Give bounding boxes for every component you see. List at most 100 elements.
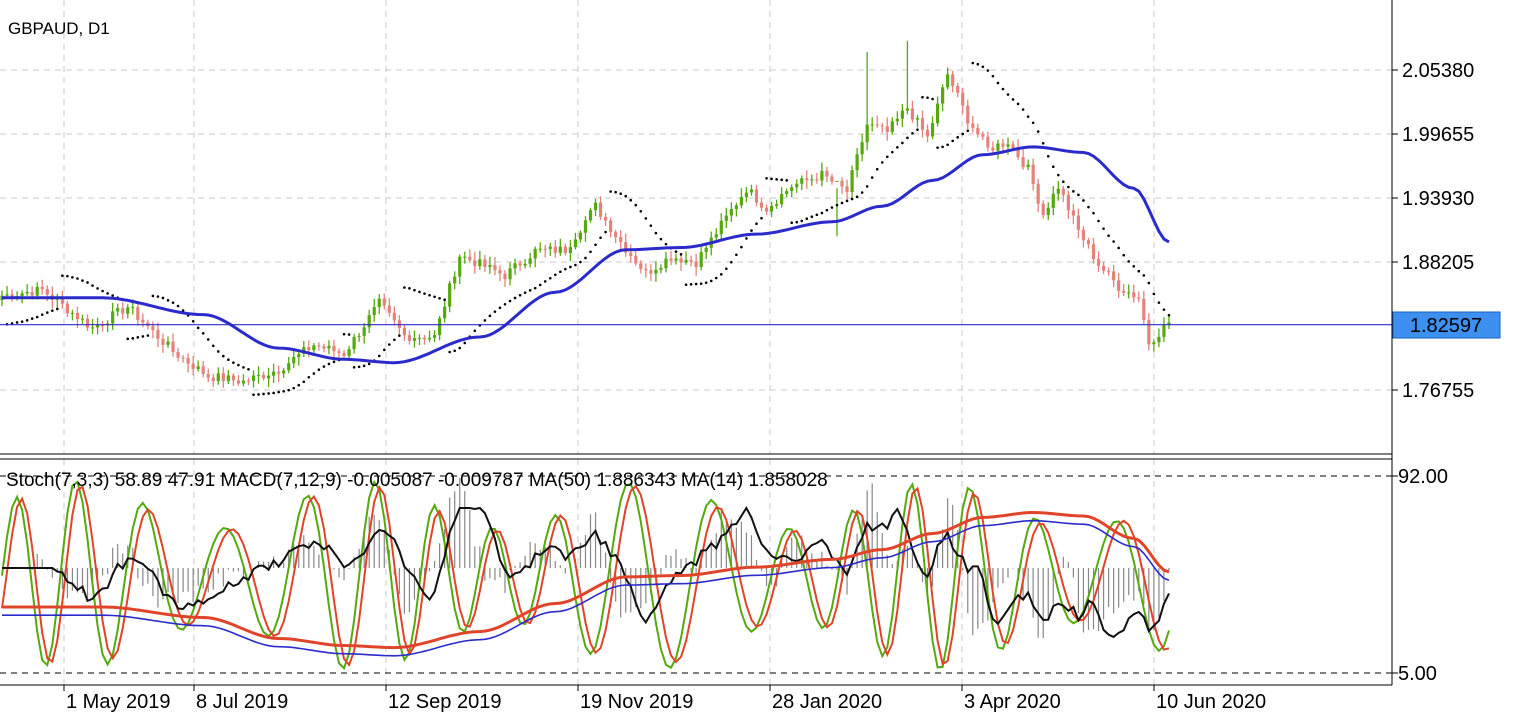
sar-dot: [1006, 93, 1010, 96]
candle-body: [1041, 203, 1045, 216]
sar-dot: [1057, 173, 1060, 177]
candle-body: [815, 179, 819, 181]
candle-body: [126, 307, 130, 314]
candle-body: [669, 258, 673, 261]
sar-dot: [101, 289, 104, 293]
sar-dot: [1082, 199, 1085, 202]
sar-dot: [1152, 292, 1156, 296]
candle-body: [156, 329, 160, 339]
sar-dot: [332, 360, 336, 364]
sar-dot: [25, 319, 29, 322]
candle-body: [951, 74, 955, 86]
candle-body: [523, 263, 527, 266]
sub-ma-red-line: [2, 510, 1170, 650]
sar-dot: [815, 213, 819, 217]
candle-body: [946, 74, 950, 88]
sar-dot: [1147, 281, 1151, 285]
sar-dot: [810, 215, 814, 219]
sar-dot: [201, 332, 205, 335]
sar-dot: [96, 287, 99, 290]
sar-dot: [403, 286, 406, 289]
candle-body: [292, 357, 296, 364]
sar-dot: [327, 362, 331, 366]
candle-body: [855, 154, 859, 171]
candle-body: [1036, 184, 1040, 204]
sar-dot: [413, 288, 416, 292]
candle-body: [820, 170, 824, 181]
candle-body: [825, 170, 829, 177]
candle-body: [895, 118, 899, 122]
candle-body: [1026, 164, 1030, 168]
candle-body: [478, 259, 482, 267]
sar-dot: [267, 392, 270, 395]
sar-dot: [609, 190, 612, 193]
sar-dot: [664, 242, 668, 246]
sar-dot: [966, 129, 970, 133]
sar-dot: [30, 317, 34, 320]
sar-dot: [423, 292, 426, 295]
sar-dot: [820, 211, 824, 215]
sar-dot: [453, 349, 457, 353]
sar-dot: [679, 253, 683, 256]
sar-dot: [589, 250, 592, 254]
candle-body: [322, 346, 326, 349]
sar-dot: [1092, 211, 1095, 215]
candle-body: [25, 292, 29, 294]
sar-dot: [247, 367, 250, 371]
candle-body: [1061, 188, 1065, 195]
candle-body: [775, 204, 779, 206]
candle-body: [583, 220, 588, 233]
stochastic-main-line: [1, 479, 1170, 671]
candle-body: [840, 180, 844, 187]
candle-body: [614, 232, 618, 237]
candle-body: [739, 197, 744, 206]
candle-body: [427, 337, 432, 340]
candle-body: [412, 337, 417, 341]
price-tag-box: [1392, 311, 1501, 339]
candle-body: [714, 234, 718, 238]
sar-dot: [624, 194, 628, 198]
sar-dot: [906, 136, 909, 140]
sar-dot: [931, 97, 934, 101]
candle-body: [790, 187, 794, 192]
sar-dot: [1026, 115, 1030, 118]
candle-body: [538, 248, 542, 250]
candle-body: [1137, 297, 1141, 299]
sar-dot: [362, 364, 366, 368]
candle-body: [347, 349, 351, 357]
candle-body: [1107, 270, 1111, 272]
candle-body: [639, 263, 643, 270]
candle-body: [45, 289, 49, 295]
sar-dot: [1157, 301, 1161, 304]
sar-dot: [20, 320, 24, 323]
y-tick-label: 92.00: [1398, 466, 1448, 488]
sar-dot: [986, 69, 990, 72]
candle-body: [251, 375, 256, 381]
candle-body: [699, 252, 703, 268]
candle-body: [830, 176, 834, 182]
main-panel-grid: [0, 0, 1392, 454]
candle-body: [563, 246, 567, 254]
sar-dot: [654, 231, 658, 235]
sar-dot: [699, 282, 703, 285]
sar-dot: [850, 197, 854, 201]
candle-body: [845, 186, 849, 193]
candle-body: [317, 345, 321, 347]
sar-dot: [473, 329, 477, 333]
candle-body: [1167, 322, 1171, 326]
sar-dot: [10, 322, 14, 325]
sar-dot: [750, 229, 753, 232]
candle-body: [1152, 342, 1156, 345]
candle-body: [151, 326, 155, 330]
x-tick-label: 10 Jun 2020: [1156, 691, 1266, 713]
candle-body: [186, 358, 190, 364]
candle-body: [1147, 320, 1151, 345]
sar-dot: [161, 296, 165, 300]
candle-body: [161, 338, 165, 345]
sar-dot: [388, 343, 391, 346]
sar-dot: [508, 299, 512, 303]
sar-dot: [770, 177, 773, 181]
sar-dot: [86, 281, 89, 284]
sar-dot: [765, 176, 768, 180]
